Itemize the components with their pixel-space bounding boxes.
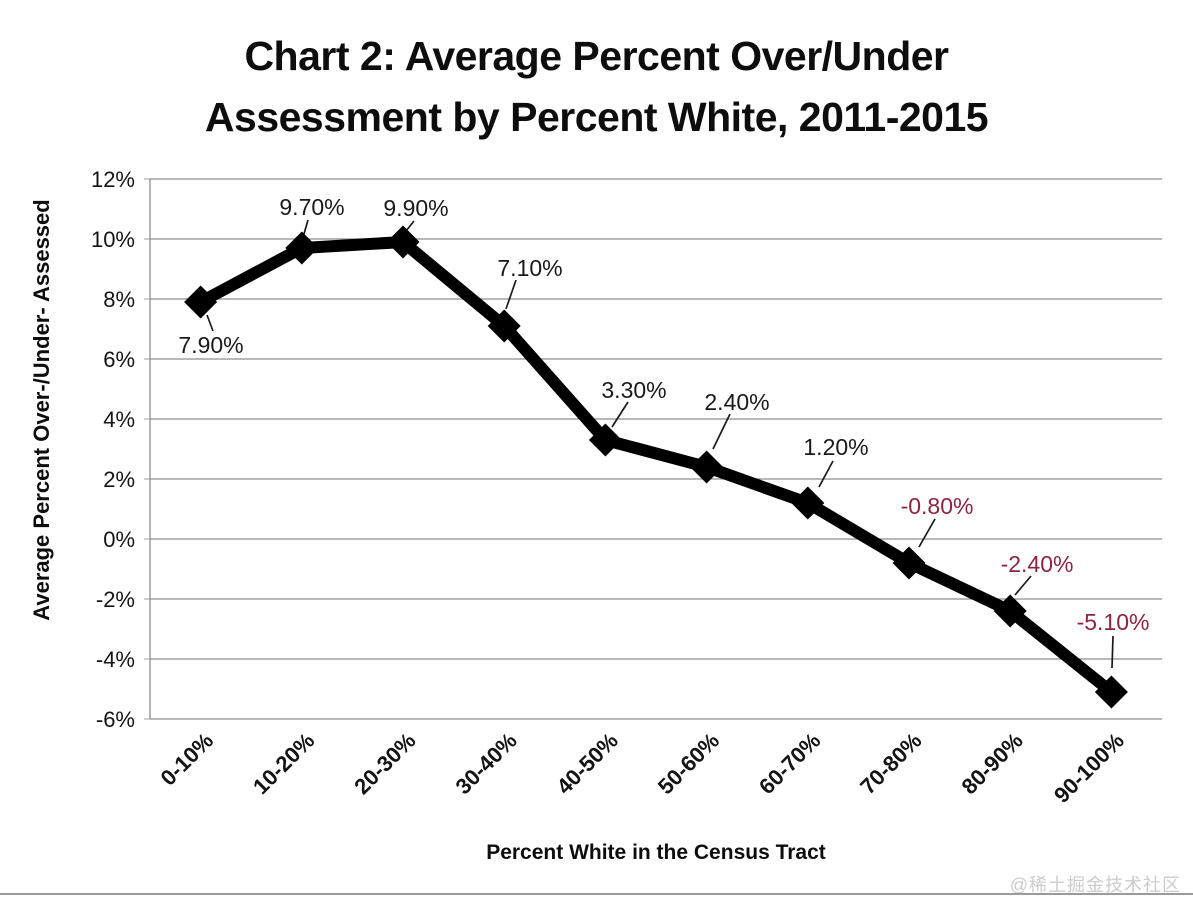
data-label: 3.30%: [601, 377, 666, 403]
x-tick-label: 80-90%: [956, 728, 1027, 799]
x-tick-label: 30-40%: [450, 728, 521, 799]
data-label-leader: [1111, 635, 1114, 669]
data-label-leader: [206, 314, 214, 332]
data-point-marker: [791, 486, 825, 520]
data-label: -2.40%: [1001, 551, 1074, 577]
y-tick-label: -6%: [96, 707, 135, 732]
chart-title-line-2: Assessment by Percent White, 2011-2015: [204, 94, 989, 140]
y-tick-label: 0%: [103, 527, 135, 552]
x-tick-label: 10-20%: [248, 728, 319, 799]
y-tick-label: 4%: [103, 407, 135, 432]
x-axis-title: Percent White in the Census Tract: [486, 841, 826, 864]
data-label: 2.40%: [704, 389, 769, 415]
data-label-leader: [611, 401, 629, 428]
x-tick-label: 20-30%: [349, 728, 420, 799]
bottom-divider: [0, 893, 1193, 895]
y-tick-label: 8%: [103, 287, 135, 312]
chart-title: Chart 2: Average Percent Over/Under Asse…: [0, 26, 1193, 148]
data-label: -5.10%: [1077, 609, 1150, 635]
series-line: [197, 235, 1116, 697]
y-tick-label: 6%: [103, 347, 135, 372]
data-label: 9.70%: [279, 194, 344, 220]
data-point-marker: [690, 450, 724, 484]
data-label-leader: [918, 518, 936, 548]
data-point-marker: [1094, 675, 1128, 709]
data-label-leader: [712, 413, 731, 450]
x-tick-label: 40-50%: [552, 728, 623, 799]
data-point-marker: [993, 594, 1027, 628]
data-label-leader: [405, 220, 415, 232]
y-tick-label: -2%: [96, 587, 135, 612]
y-tick-label: 2%: [103, 467, 135, 492]
data-point-marker: [184, 285, 218, 319]
y-tick-label: 12%: [91, 167, 135, 192]
data-label-leader: [303, 219, 309, 235]
data-point-marker: [386, 225, 420, 259]
data-label: 7.90%: [178, 332, 243, 358]
data-label-leader: [818, 460, 834, 488]
data-point-marker: [892, 546, 926, 580]
data-label: -0.80%: [901, 493, 974, 519]
x-tick-label: 0-10%: [155, 728, 218, 791]
data-point-marker: [588, 423, 622, 457]
y-tick-label: 10%: [91, 227, 135, 252]
data-label: 7.10%: [497, 255, 562, 281]
x-tick-label: 70-80%: [855, 728, 926, 799]
data-point-marker: [487, 309, 521, 343]
x-tick-label: 50-60%: [653, 728, 724, 799]
x-tick-label: 60-70%: [754, 728, 825, 799]
data-label-leader: [1014, 575, 1032, 596]
data-point-marker: [285, 231, 319, 265]
data-label-leader: [505, 279, 517, 310]
watermark: @稀土掘金技术社区: [1009, 875, 1181, 895]
chart-title-line-1: Chart 2: Average Percent Over/Under: [244, 33, 949, 79]
x-tick-label: 90-100%: [1049, 728, 1129, 808]
data-label: 1.20%: [803, 434, 868, 460]
data-label: 9.90%: [383, 195, 448, 221]
y-tick-label: -4%: [96, 647, 135, 672]
